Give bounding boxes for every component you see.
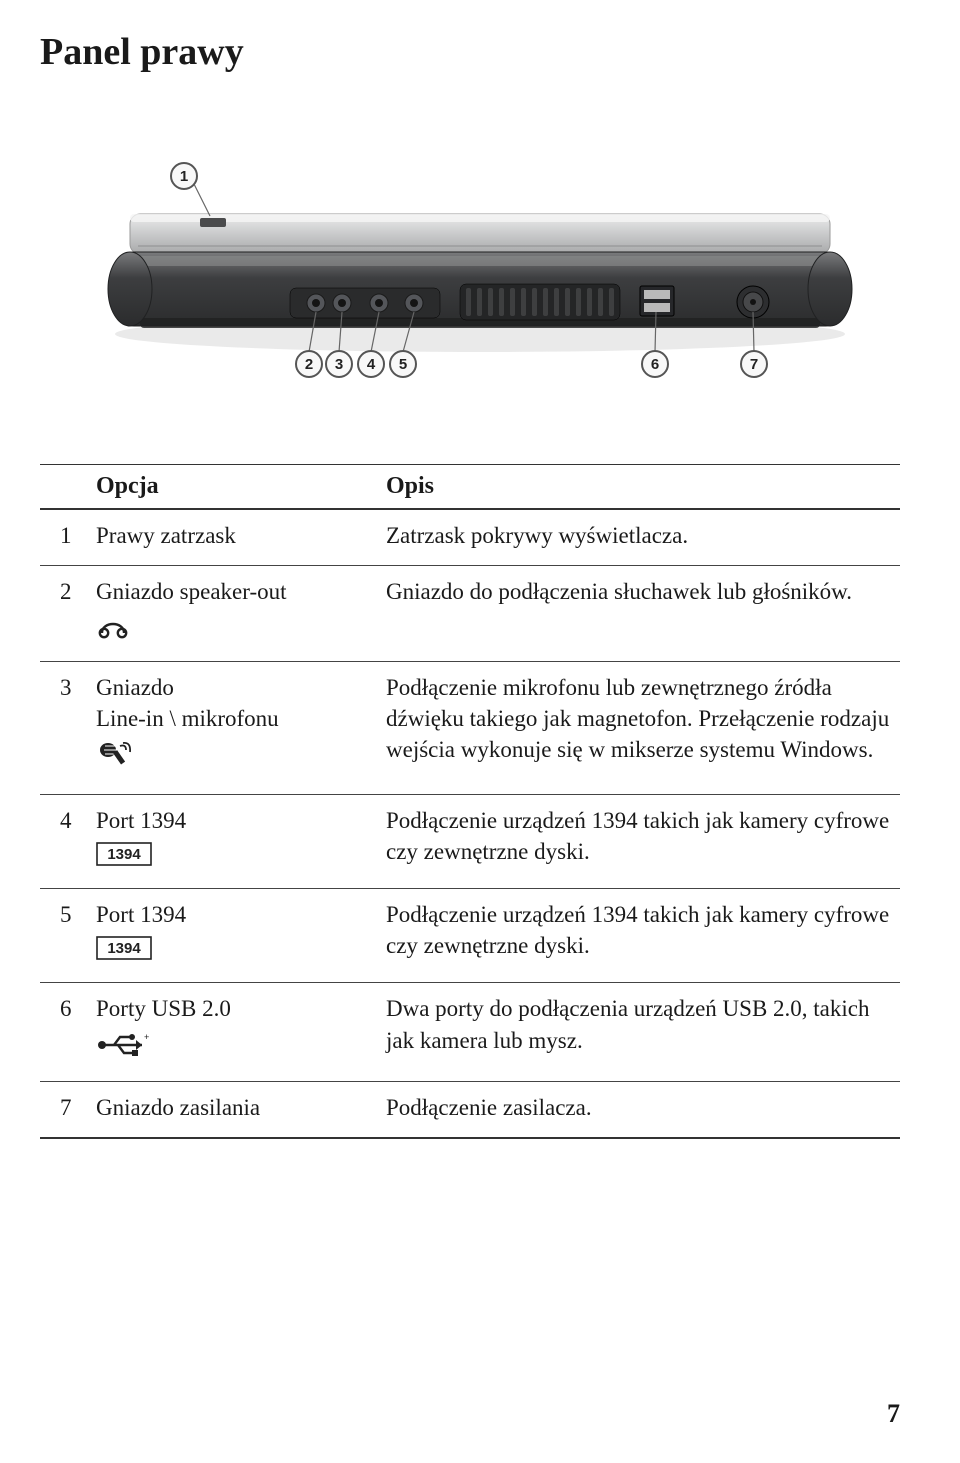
row-number: 2 (40, 566, 90, 662)
row-label: Prawy zatrzask (90, 509, 380, 566)
svg-text:1: 1 (180, 168, 188, 185)
row-label: GniazdoLine-in \ mikrofonu (90, 662, 380, 795)
row-description: Zatrzask pokrywy wyświetlacza. (380, 509, 900, 566)
page-title: Panel prawy (40, 30, 900, 74)
svg-text:7: 7 (750, 356, 758, 373)
svg-text:5: 5 (399, 356, 407, 373)
table-row: 1Prawy zatrzaskZatrzask pokrywy wyświetl… (40, 509, 900, 566)
table-row: 5Port 1394 1394Podłączenie urządzeń 1394… (40, 889, 900, 983)
row-description: Podłączenie zasilacza. (380, 1081, 900, 1138)
row-label: Gniazdo speaker-out (90, 566, 380, 662)
svg-text:+: + (144, 1032, 149, 1042)
1394-icon: 1394 (96, 842, 152, 866)
svg-text:3: 3 (335, 356, 343, 373)
svg-text:1394: 1394 (107, 940, 141, 957)
row-description: Gniazdo do podłączenia słuchawek lub gło… (380, 566, 900, 662)
table-header-opis: Opis (380, 465, 900, 510)
features-table: OpcjaOpis1Prawy zatrzaskZatrzask pokrywy… (40, 464, 900, 1139)
usb-icon: + (96, 1031, 152, 1059)
row-label: Port 1394 1394 (90, 795, 380, 889)
table-row: 3GniazdoLine-in \ mikrofonu Podłączenie … (40, 662, 900, 795)
svg-text:4: 4 (367, 356, 376, 373)
mic-icon (96, 740, 136, 772)
row-number: 6 (40, 983, 90, 1081)
row-description: Podłączenie urządzeń 1394 takich jak kam… (380, 795, 900, 889)
table-row: 4Port 1394 1394Podłączenie urządzeń 1394… (40, 795, 900, 889)
row-description: Podłączenie urządzeń 1394 takich jak kam… (380, 889, 900, 983)
row-number: 1 (40, 509, 90, 566)
laptop-illustration: 1 2 3 4 5 6 7 (60, 134, 880, 394)
row-number: 5 (40, 889, 90, 983)
table-header-blank (40, 465, 90, 510)
row-label: Porty USB 2.0 + (90, 983, 380, 1081)
table-row: 6Porty USB 2.0 +Dwa porty do podłączenia… (40, 983, 900, 1081)
table-header-opcja: Opcja (90, 465, 380, 510)
row-description: Podłączenie mikrofonu lub zewnętrznego ź… (380, 662, 900, 795)
svg-text:1394: 1394 (107, 846, 141, 863)
row-number: 7 (40, 1081, 90, 1138)
row-label: Gniazdo zasilania (90, 1081, 380, 1138)
headphones-icon (96, 613, 130, 639)
row-label: Port 1394 1394 (90, 889, 380, 983)
table-row: 7Gniazdo zasilaniaPodłączenie zasilacza. (40, 1081, 900, 1138)
page-number: 7 (40, 1399, 900, 1429)
row-description: Dwa porty do podłączenia urządzeń USB 2.… (380, 983, 900, 1081)
1394-icon: 1394 (96, 936, 152, 960)
table-row: 2Gniazdo speaker-out Gniazdo do podłącze… (40, 566, 900, 662)
row-number: 4 (40, 795, 90, 889)
svg-text:6: 6 (651, 356, 659, 373)
row-number: 3 (40, 662, 90, 795)
svg-text:2: 2 (305, 356, 313, 373)
